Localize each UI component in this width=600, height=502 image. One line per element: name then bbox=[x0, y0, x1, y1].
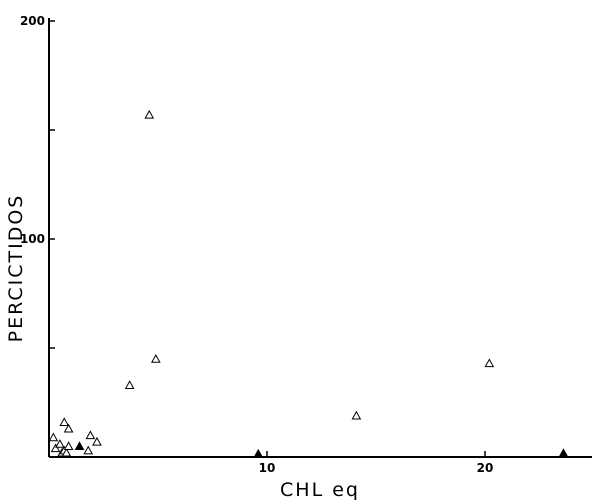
filled-triangle-point bbox=[253, 448, 264, 458]
open-triangle-point bbox=[351, 410, 362, 420]
open-triangle-point bbox=[63, 441, 74, 450]
open-triangle-point bbox=[92, 436, 102, 446]
data-points bbox=[48, 109, 569, 458]
open-triangle-point bbox=[124, 380, 135, 389]
x-tick-label: 20 bbox=[477, 461, 494, 475]
open-triangle-point bbox=[61, 447, 72, 457]
y-tick-label: 100 bbox=[20, 232, 45, 246]
ticks: 100 200 10 20 bbox=[20, 14, 493, 475]
open-triangle-point bbox=[85, 430, 96, 440]
open-triangle-point bbox=[48, 432, 59, 442]
open-triangle-point bbox=[484, 358, 495, 368]
filled-triangle-point bbox=[558, 448, 569, 457]
open-triangle-point bbox=[150, 354, 161, 363]
open-triangle-point bbox=[83, 445, 94, 455]
x-axis-title: CHL eq bbox=[280, 479, 360, 501]
open-triangle-point bbox=[59, 417, 70, 426]
y-tick-label: 200 bbox=[20, 14, 45, 28]
x-tick-label: 10 bbox=[259, 461, 276, 475]
open-triangle-point bbox=[144, 109, 155, 119]
filled-triangle-point bbox=[74, 441, 85, 450]
axes bbox=[48, 18, 592, 458]
open-triangle-point bbox=[63, 423, 74, 433]
open-triangle-point bbox=[55, 439, 65, 448]
open-triangle-point bbox=[50, 443, 61, 453]
y-axis-title: PERCICTIDOS bbox=[5, 194, 27, 343]
